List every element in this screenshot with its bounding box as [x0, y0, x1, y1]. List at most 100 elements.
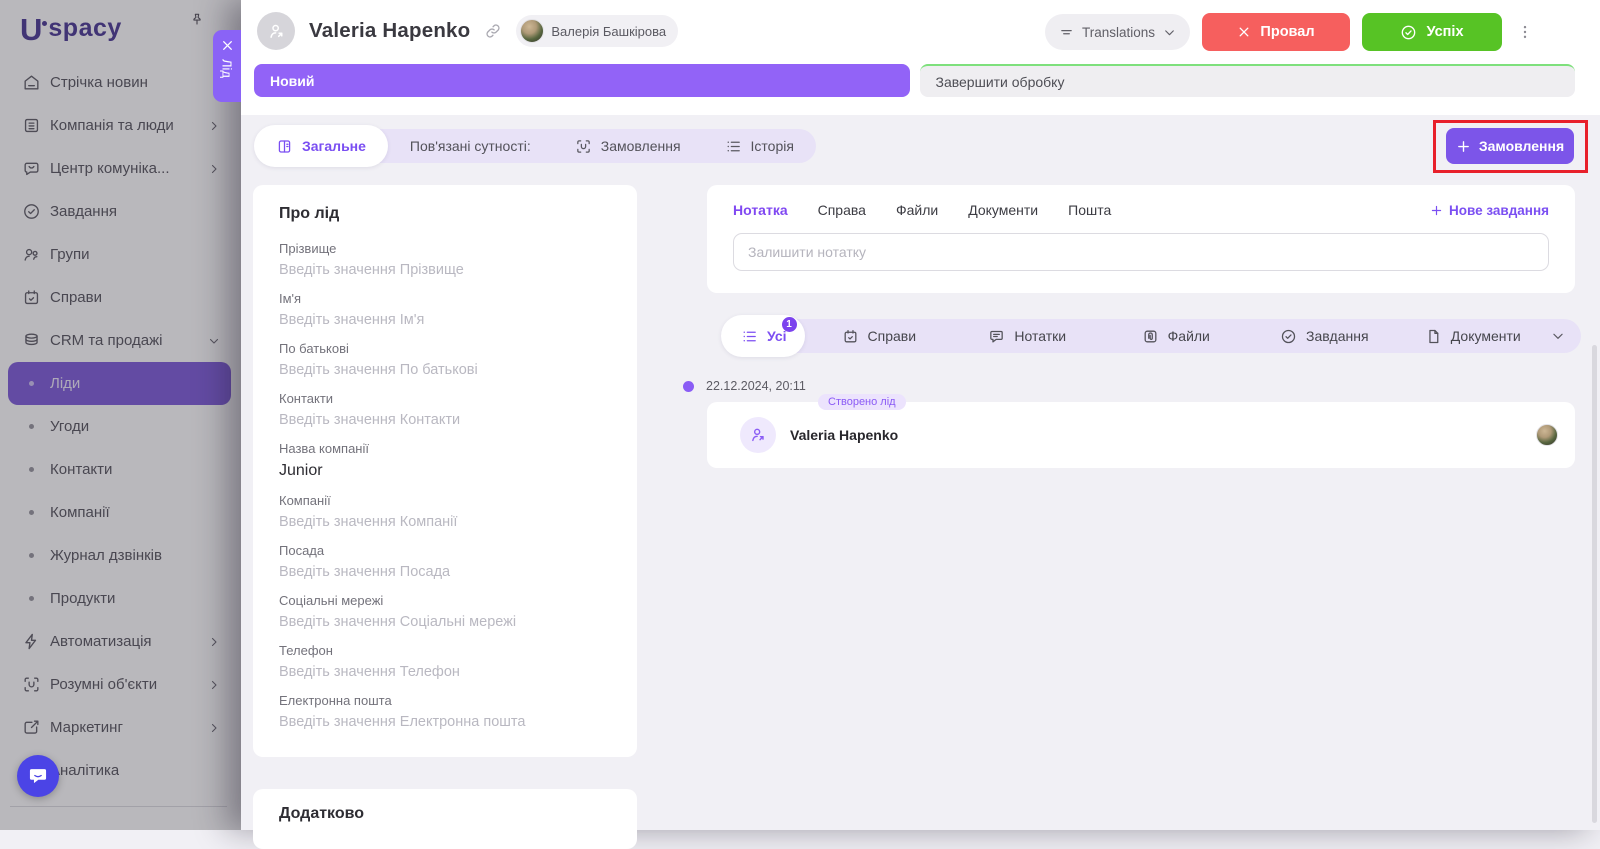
filter-tasks[interactable]: Завдання	[1250, 328, 1399, 345]
panel-scrollbar[interactable]	[1592, 345, 1597, 823]
backdrop-overlay[interactable]	[0, 0, 241, 830]
overview-icon	[276, 138, 293, 155]
timeline-event-badge: Створено лід	[818, 394, 906, 410]
panel-header: Valeria Hapenko Валерія Башкірова Transl…	[241, 0, 1600, 115]
pin-icon[interactable]	[189, 12, 205, 28]
person-plus-icon	[748, 425, 768, 445]
logo-text: spacy	[48, 14, 122, 42]
chevron-right-icon	[204, 718, 223, 737]
timeline-date: 22.12.2024, 20:11	[706, 379, 806, 393]
title-row: Valeria Hapenko Валерія Башкірова	[257, 12, 679, 50]
bullet-icon	[29, 424, 34, 429]
timeline-dot	[683, 380, 694, 392]
kebab-menu-icon[interactable]	[1514, 21, 1536, 43]
logo-dot	[42, 21, 48, 26]
sidebar-item-smart-objects[interactable]: Розумні об'єкти	[8, 663, 231, 706]
field-phone[interactable]: Телефон Введіть значення Телефон	[279, 643, 460, 680]
translations-dropdown[interactable]: Translations	[1044, 14, 1190, 50]
check-circle-icon	[1280, 328, 1297, 345]
comms-icon	[22, 159, 41, 178]
marketing-icon	[22, 718, 41, 737]
field-first-name[interactable]: Ім'я Введіть значення Ім'я	[279, 291, 425, 328]
sidebar-item-crm[interactable]: CRM та продажі	[8, 319, 231, 362]
tab-general[interactable]: Загальне	[254, 125, 388, 167]
sidebar-item-tasks[interactable]: Завдання	[8, 190, 231, 233]
tab-orders[interactable]: Замовлення	[553, 138, 703, 155]
translations-label: Translations	[1081, 24, 1155, 40]
newsfeed-icon	[22, 73, 41, 92]
success-button[interactable]: Успіх	[1362, 13, 1502, 51]
chat-bubble-icon	[27, 765, 49, 787]
sidebar-divider	[10, 806, 227, 807]
composer-tab-files[interactable]: Файли	[895, 202, 939, 218]
composer-tab-documents[interactable]: Документи	[968, 202, 1039, 218]
field-company-name[interactable]: Назва компанії Junior	[279, 441, 369, 479]
sidebar-item-newsfeed[interactable]: Стрічка новин	[8, 61, 231, 104]
header-actions: Translations Провал Успіх	[1044, 13, 1536, 51]
close-icon[interactable]	[221, 39, 234, 52]
field-position[interactable]: Посада Введіть значення Посада	[279, 543, 451, 580]
sidebar-item-marketing[interactable]: Маркетинг	[8, 706, 231, 749]
chevron-right-icon	[204, 675, 223, 694]
sidebar-item-leads[interactable]: Ліди	[8, 362, 231, 405]
stage-next[interactable]: Завершити обробку	[919, 64, 1575, 97]
composer-tab-mail[interactable]: Пошта	[1068, 202, 1112, 218]
field-last-name[interactable]: Прізвище Введіть значення Прізвище	[279, 241, 464, 278]
filter-all[interactable]: Усі 1	[721, 315, 805, 357]
owner-chip[interactable]: Валерія Башкірова	[516, 15, 679, 47]
sidebar-item-groups[interactable]: Групи	[8, 233, 231, 276]
composer-card: Нотатка Справа Файли Документи Пошта Нов…	[707, 185, 1575, 293]
timeline-filter-bar: Усі 1 Справи Нотатки Файли Завдання Д	[721, 315, 1581, 357]
composer-tab-activity[interactable]: Справа	[817, 202, 866, 218]
field-email[interactable]: Електронна пошта Введіть значення Електр…	[279, 693, 526, 730]
uspacy-logo[interactable]: U spacy	[20, 12, 122, 48]
field-middle-name[interactable]: По батькові Введіть значення По батькові	[279, 341, 478, 378]
chevron-down-icon[interactable]	[1551, 329, 1565, 343]
sidebar-item-call-log[interactable]: Журнал дзвінків	[8, 534, 231, 577]
chevron-right-icon	[204, 116, 223, 135]
plus-icon	[1430, 204, 1443, 217]
sidebar-item-companies[interactable]: Компанії	[8, 491, 231, 534]
filter-notes[interactable]: Нотатки	[953, 328, 1102, 345]
sidebar-item-company-people[interactable]: Компанія та люди	[8, 104, 231, 147]
chat-launcher-button[interactable]	[17, 755, 59, 797]
tab-related-entities[interactable]: Пов'язані сутності:	[409, 138, 531, 154]
stage-current[interactable]: Новий	[254, 64, 910, 97]
filter-activities[interactable]: Справи	[805, 328, 954, 345]
timeline-author-avatar	[1536, 424, 1558, 446]
additional-card: Додатково	[253, 789, 637, 849]
automation-icon	[22, 632, 41, 651]
note-input[interactable]	[733, 233, 1549, 271]
owner-avatar	[520, 19, 545, 43]
list-icon	[741, 328, 758, 345]
filter-documents[interactable]: Документи	[1399, 328, 1548, 345]
lead-panel-side-tab[interactable]: Лід	[213, 30, 241, 102]
filter-files[interactable]: Файли	[1102, 328, 1251, 345]
document-icon	[1425, 328, 1442, 345]
sidebar-item-deals[interactable]: Угоди	[8, 405, 231, 448]
bullet-icon	[29, 510, 34, 515]
field-companies[interactable]: Компанії Введіть значення Компанії	[279, 493, 458, 530]
crm-icon	[22, 331, 41, 350]
translations-icon	[1059, 25, 1074, 40]
new-task-link[interactable]: Нове завдання	[1430, 203, 1549, 218]
timeline-date-row: 22.12.2024, 20:11	[683, 379, 1575, 393]
sidebar-item-products[interactable]: Продукти	[8, 577, 231, 620]
field-contacts[interactable]: Контакти Введіть значення Контакти	[279, 391, 461, 428]
filter-all-badge: 1	[781, 317, 797, 332]
timeline-entry-card[interactable]: Створено лід Valeria Hapenko	[707, 394, 1575, 468]
sidebar-item-contacts[interactable]: Контакти	[8, 448, 231, 491]
link-icon[interactable]	[484, 22, 502, 40]
about-lead-card: Про лід Прізвище Введіть значення Прізви…	[253, 185, 637, 757]
tab-history[interactable]: Історія	[703, 138, 816, 155]
field-social[interactable]: Соціальні мережі Введіть значення Соціал…	[279, 593, 517, 630]
sidebar-item-comms-center[interactable]: Центр комуніка...	[8, 147, 231, 190]
sidebar-item-activities[interactable]: Справи	[8, 276, 231, 319]
add-order-button[interactable]: Замовлення	[1446, 128, 1574, 164]
tasks-icon	[22, 202, 41, 221]
detail-tabs: Загальне Пов'язані сутності: Замовлення …	[254, 124, 816, 168]
fail-button[interactable]: Провал	[1202, 13, 1350, 51]
composer-tab-note[interactable]: Нотатка	[733, 202, 788, 218]
sidebar-item-automation[interactable]: Автоматизація	[8, 620, 231, 663]
plus-icon	[1456, 139, 1471, 154]
